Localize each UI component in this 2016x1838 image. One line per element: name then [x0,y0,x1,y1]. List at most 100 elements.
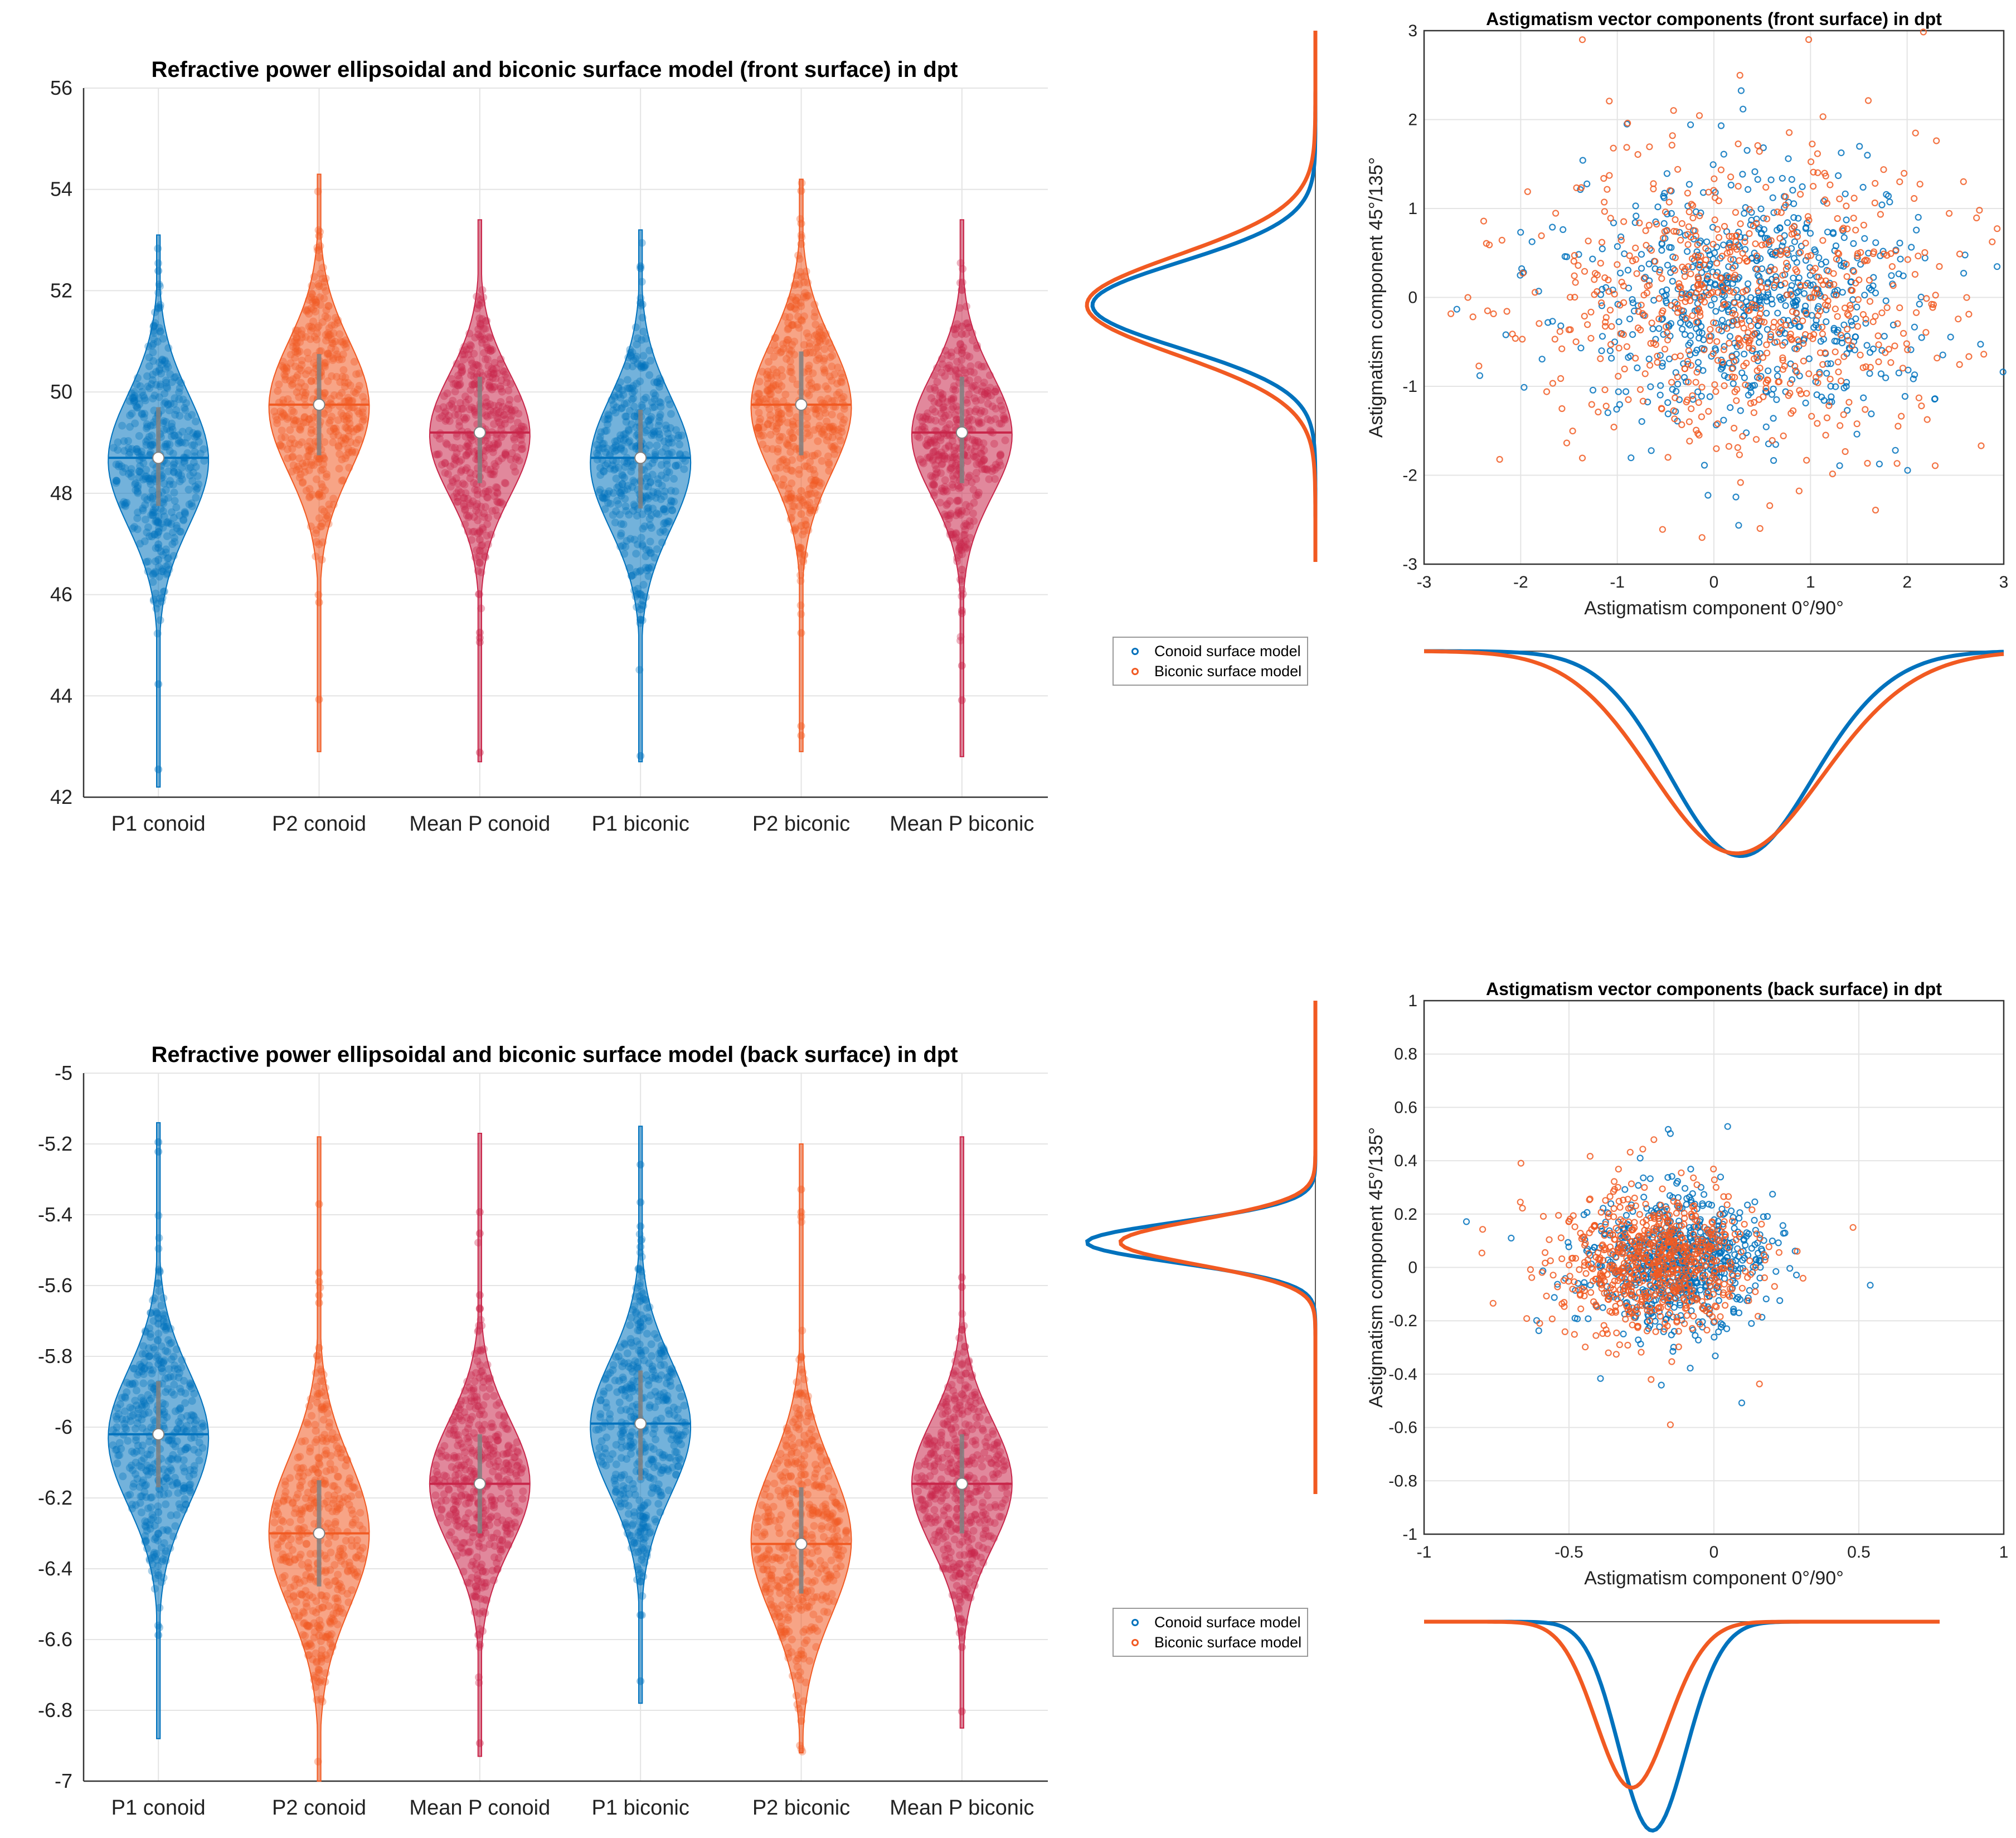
violin-point [192,418,200,426]
violin-point [127,472,135,481]
violin-point [150,1294,158,1302]
violin-point [788,479,796,487]
violin-point [317,1676,326,1684]
violin-point [813,1465,822,1473]
violin-point [789,1672,796,1680]
violin-point [493,497,501,506]
violin-point [295,454,304,463]
violin-point [147,448,154,457]
violin-point [324,333,332,341]
violin-point [650,431,658,439]
violin-point [972,405,980,414]
violin-point [161,1388,169,1396]
violin-point [168,425,177,434]
violin-point [128,445,136,453]
violin-point [755,377,764,386]
violin-point [674,1430,683,1438]
violin-point [154,1360,163,1368]
violin-point [642,334,650,343]
violin-point [129,525,137,532]
violin-point [164,467,173,476]
violin-point [163,360,171,368]
violin-point [475,1229,484,1238]
violin-point [619,1486,628,1495]
violin-point [168,378,176,386]
violin-point [334,1553,343,1561]
violin-point [518,1495,527,1503]
violin-point [141,396,149,405]
violin-point [129,394,137,402]
violin-point [149,571,157,579]
violin-point [355,1490,363,1498]
violin-point [797,1365,805,1374]
violin-point [190,458,198,467]
violin-point [120,447,129,455]
violin-point [119,468,127,476]
violin-point [956,483,965,492]
violin-point [171,497,179,505]
violin-point [270,408,279,416]
violin-point [494,439,502,447]
violin-point [951,443,959,452]
violin-point [177,528,185,536]
violin-point [504,1441,513,1449]
violin-point [958,609,966,618]
violin-point [837,412,845,420]
violin-point [146,450,154,459]
violin-point [315,232,323,240]
violin-point [473,1357,482,1365]
violin-point [138,447,146,455]
violin-median-point [795,398,808,411]
violin-point [149,348,157,356]
violin-point [279,1579,288,1587]
violin-point [286,439,294,448]
violin-point [121,464,129,472]
violin-point [951,386,960,395]
violin-point [770,1610,779,1618]
violin-point [162,379,171,387]
violin-point [165,406,173,415]
violin-point [149,475,157,483]
violin-point [182,1500,190,1509]
violin-point [637,534,645,542]
violin-point [160,587,168,595]
violin-point [149,511,157,519]
violin-point [351,1515,360,1524]
violin-point [151,308,159,317]
violin-point [162,443,171,451]
violin-point [143,423,152,431]
violin-point [796,571,805,579]
violin-point [142,558,150,566]
violin-point [134,508,142,517]
violin-point [298,1477,306,1486]
violin-point [192,463,200,471]
violin-point [169,552,178,560]
violin-point [288,468,296,476]
violin-point [818,323,826,331]
violin-point [303,348,312,357]
violin-point [293,347,302,355]
violin-point [757,431,765,440]
violin-point [667,1454,675,1462]
violin-point [513,395,522,403]
violin-point [163,425,171,433]
violin-point [143,420,151,428]
violin-point [510,1453,518,1462]
violin-point [795,1425,803,1433]
violin-point [612,1460,620,1468]
violin-point [467,1394,475,1402]
violin-point [161,443,169,451]
violin-point [177,379,185,387]
violin-point [307,293,315,302]
violin-point [453,405,462,413]
violin-point [168,419,176,428]
violin-point [484,1375,492,1383]
violin-point [792,1508,800,1516]
violin-point [825,460,833,468]
violin-point [991,415,999,423]
violin-point [154,1147,163,1156]
violin-point [190,441,198,449]
violin-point [490,467,498,476]
violin-point [461,506,469,515]
violin-point [174,431,183,439]
